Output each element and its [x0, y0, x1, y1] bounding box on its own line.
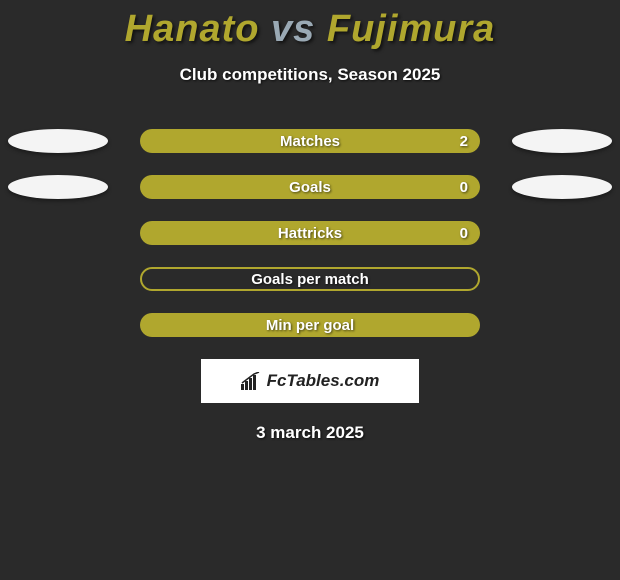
stat-row: Matches 2	[0, 129, 620, 153]
stat-row: Min per goal	[0, 313, 620, 337]
right-oval	[512, 175, 612, 199]
stat-bar: Min per goal	[140, 313, 480, 337]
stat-bar: Goals per match	[140, 267, 480, 291]
source-logo-text: FcTables.com	[267, 371, 380, 391]
stat-bar: Hattricks 0	[140, 221, 480, 245]
source-logo: FcTables.com	[241, 371, 380, 391]
player1-name: Hanato	[125, 8, 260, 50]
left-oval	[8, 129, 108, 153]
stat-row: Goals 0	[0, 175, 620, 199]
date-label: 3 march 2025	[0, 423, 620, 443]
stat-label: Hattricks	[278, 225, 342, 242]
stat-rows: Matches 2 Goals 0 Hattricks 0 Goals per match M…	[0, 129, 620, 337]
stat-label: Goals	[289, 179, 331, 196]
stat-label: Goals per match	[251, 271, 369, 288]
subtitle: Club competitions, Season 2025	[0, 65, 620, 85]
bars-icon	[241, 372, 263, 390]
stat-label: Min per goal	[266, 317, 354, 334]
left-oval	[8, 175, 108, 199]
stat-value: 0	[460, 225, 468, 242]
stat-bar: Matches 2	[140, 129, 480, 153]
right-oval	[512, 129, 612, 153]
stat-value: 0	[460, 179, 468, 196]
player2-name: Fujimura	[327, 8, 495, 50]
stat-label: Matches	[280, 133, 340, 150]
stat-bar: Goals 0	[140, 175, 480, 199]
vs-text: vs	[271, 8, 315, 50]
source-logo-box: FcTables.com	[201, 359, 419, 403]
comparison-title: Hanato vs Fujimura	[0, 0, 620, 51]
stat-row: Goals per match	[0, 267, 620, 291]
stat-row: Hattricks 0	[0, 221, 620, 245]
stat-value: 2	[460, 133, 468, 150]
